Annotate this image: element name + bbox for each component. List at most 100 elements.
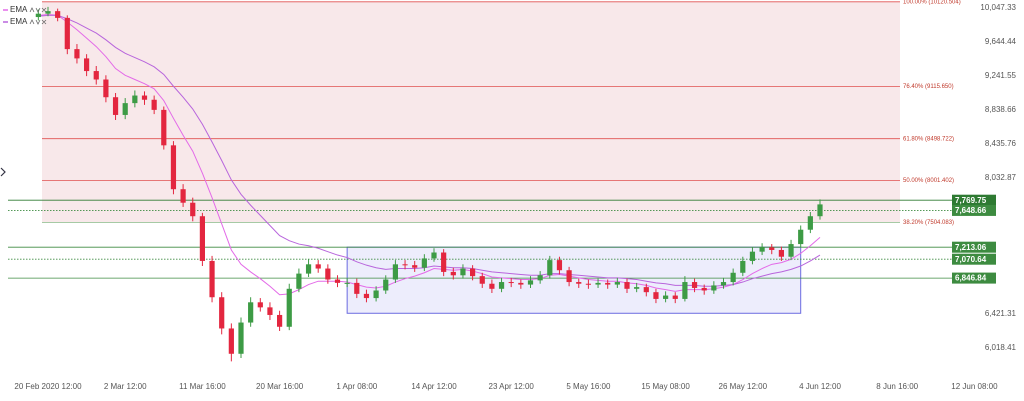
x-tick-label: 2 Mar 12:00 <box>104 382 147 391</box>
candle-body <box>354 282 360 294</box>
candle-body <box>315 264 321 269</box>
candle-body <box>84 58 90 72</box>
legend-controls <box>29 7 47 13</box>
level-tag <box>952 272 996 284</box>
candle-body <box>778 249 784 257</box>
candle-body <box>383 279 389 291</box>
candle-body <box>228 328 234 354</box>
candle-body <box>450 271 456 276</box>
candle-body <box>691 282 698 288</box>
candle-body <box>55 11 61 18</box>
candle-body <box>412 265 418 268</box>
legend-entry: EMA <box>3 17 47 26</box>
candle-body <box>141 95 148 100</box>
x-tick-label: 12 Jun 08:00 <box>951 382 998 391</box>
candle-body <box>701 287 707 291</box>
candle-body <box>112 97 119 115</box>
candle-body <box>421 258 427 268</box>
y-tick-label: 8,838.66 <box>985 105 1017 114</box>
candle-body <box>151 99 157 110</box>
candle-body <box>740 260 746 273</box>
ema-line <box>38 14 821 296</box>
y-tick-label: 6,018.41 <box>985 343 1017 352</box>
candle-body <box>190 202 196 217</box>
fib-label: 61.80% (8498.722) <box>903 136 954 142</box>
candle-body <box>363 293 370 299</box>
x-tick-label: 14 Apr 12:00 <box>411 382 457 391</box>
candle-body <box>605 282 611 285</box>
candle-body <box>470 268 476 277</box>
y-tick-label: 9,644.44 <box>985 37 1017 46</box>
x-tick-label: 4 Jun 12:00 <box>799 382 841 391</box>
x-tick-label: 20 Mar 16:00 <box>256 382 304 391</box>
candle-body <box>585 283 591 285</box>
candle-body <box>296 273 302 289</box>
candle-body <box>392 264 398 280</box>
candle-body <box>798 229 804 245</box>
y-tick-label: 10,047.33 <box>980 3 1016 12</box>
candle-body <box>720 282 727 286</box>
x-tick-label: 11 Mar 16:00 <box>179 382 226 391</box>
candle-body <box>238 322 244 354</box>
candle-body <box>277 314 283 327</box>
candle-body <box>180 189 186 203</box>
fib-zone <box>42 1 900 223</box>
candle-body <box>489 283 495 289</box>
level-label: 7,769.75 <box>955 196 987 205</box>
candle-body <box>508 282 514 284</box>
candle-body <box>817 204 823 217</box>
candle-body <box>614 282 620 285</box>
candle-body <box>248 302 254 323</box>
candle-body <box>663 295 669 299</box>
x-tick-label: 26 May 12:00 <box>719 382 768 391</box>
candle-body <box>682 282 688 299</box>
y-tick-label: 8,032.87 <box>985 173 1017 182</box>
range-box <box>346 246 802 314</box>
candle-body <box>769 247 775 250</box>
candle-body <box>643 287 649 293</box>
candle-body <box>653 292 659 299</box>
candle-body <box>624 282 630 289</box>
candle-body <box>547 260 553 276</box>
candle-body <box>74 49 80 59</box>
candle-body <box>749 251 756 261</box>
ema-line <box>38 14 821 287</box>
candle-body <box>122 103 128 115</box>
level-label: 7,213.06 <box>955 243 987 252</box>
x-tick-label: 15 May 08:00 <box>641 382 690 391</box>
level-tag <box>952 253 996 265</box>
x-tick-label: 8 Jun 16:00 <box>876 382 918 391</box>
candle-body <box>35 13 41 18</box>
candle-body <box>807 216 813 230</box>
legend-controls <box>29 19 47 25</box>
legend-label: EMA <box>10 5 28 14</box>
candle-body <box>759 247 765 252</box>
candle-body <box>325 268 331 280</box>
candle-body <box>132 95 138 104</box>
candle-body <box>45 11 51 14</box>
candle-body <box>711 285 717 291</box>
y-tick-label: 6,421.31 <box>985 309 1017 318</box>
candle-body <box>537 275 543 281</box>
legend-entry: EMA <box>3 5 47 14</box>
level-tag <box>952 241 996 253</box>
candle-body <box>479 276 485 284</box>
level-label: 7,070.64 <box>955 255 987 264</box>
fib-label: 76.40% (9115.650) <box>903 84 954 90</box>
fib-label: 50.00% (8001.402) <box>903 178 954 184</box>
candle-body <box>527 280 534 285</box>
candle-body <box>209 260 215 298</box>
candle-body <box>305 264 312 274</box>
y-tick-label: 8,435.76 <box>985 139 1017 148</box>
candle-body <box>286 288 292 327</box>
candle-body <box>93 71 99 80</box>
candle-body <box>103 79 109 98</box>
candle-body <box>344 282 350 284</box>
candle-body <box>257 302 263 308</box>
fib-label: 100.00% (10120.504) <box>903 0 961 5</box>
candle-body <box>441 252 447 272</box>
level-tag <box>952 194 996 206</box>
candle-body <box>402 264 408 266</box>
candle-body <box>170 145 177 190</box>
